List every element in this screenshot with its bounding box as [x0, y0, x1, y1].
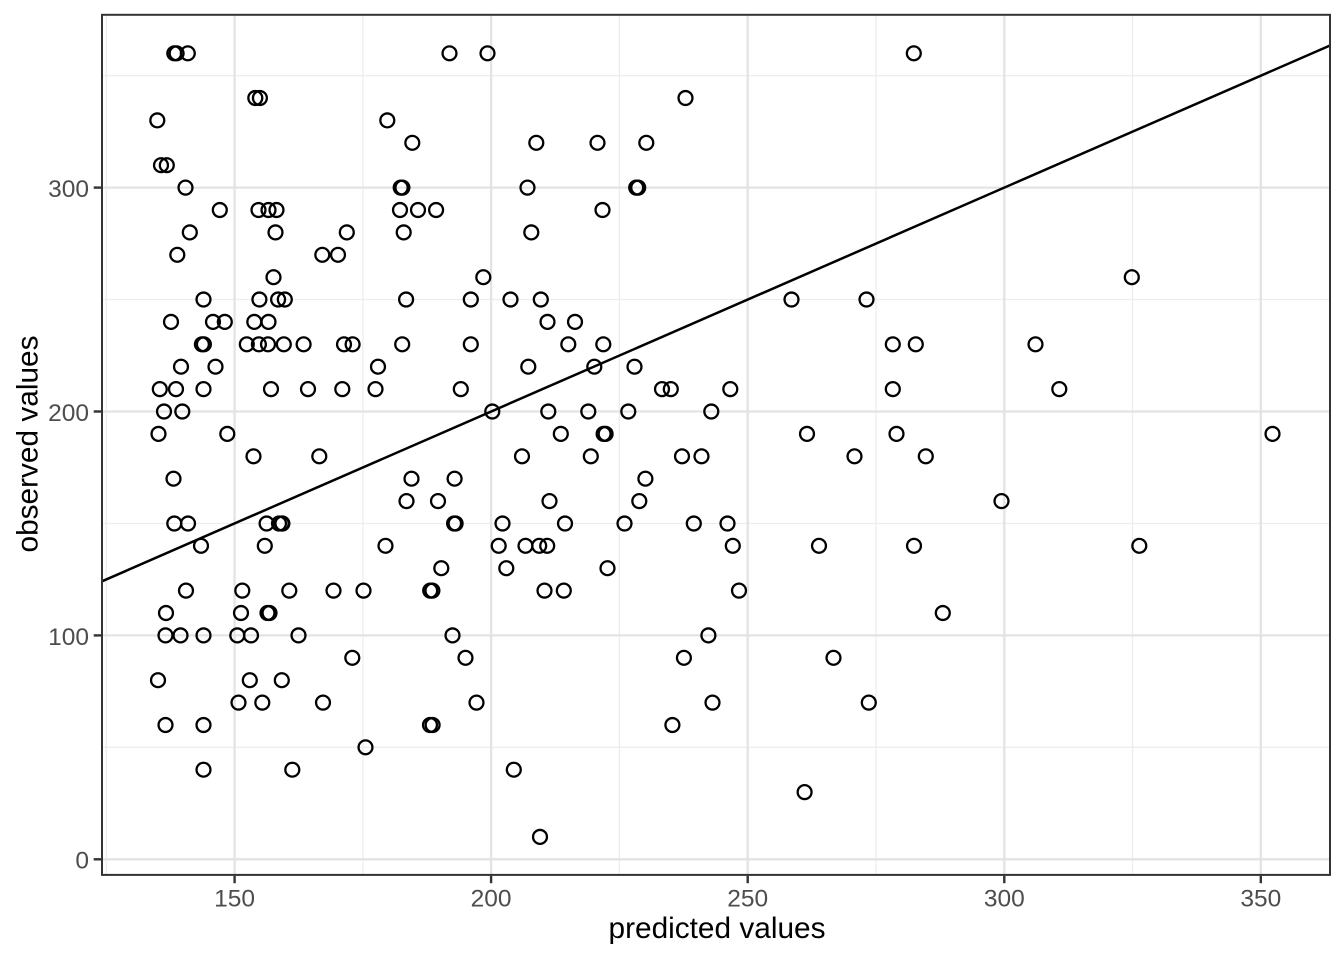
svg-text:200: 200 — [471, 885, 512, 912]
svg-text:300: 300 — [48, 176, 89, 203]
svg-text:observed values: observed values — [12, 336, 45, 553]
svg-text:200: 200 — [48, 400, 89, 427]
svg-text:250: 250 — [727, 885, 768, 912]
svg-text:100: 100 — [48, 624, 89, 651]
svg-text:0: 0 — [75, 848, 89, 875]
svg-text:150: 150 — [214, 885, 255, 912]
svg-text:predicted values: predicted values — [609, 912, 826, 945]
svg-text:300: 300 — [984, 885, 1025, 912]
svg-text:350: 350 — [1240, 885, 1281, 912]
